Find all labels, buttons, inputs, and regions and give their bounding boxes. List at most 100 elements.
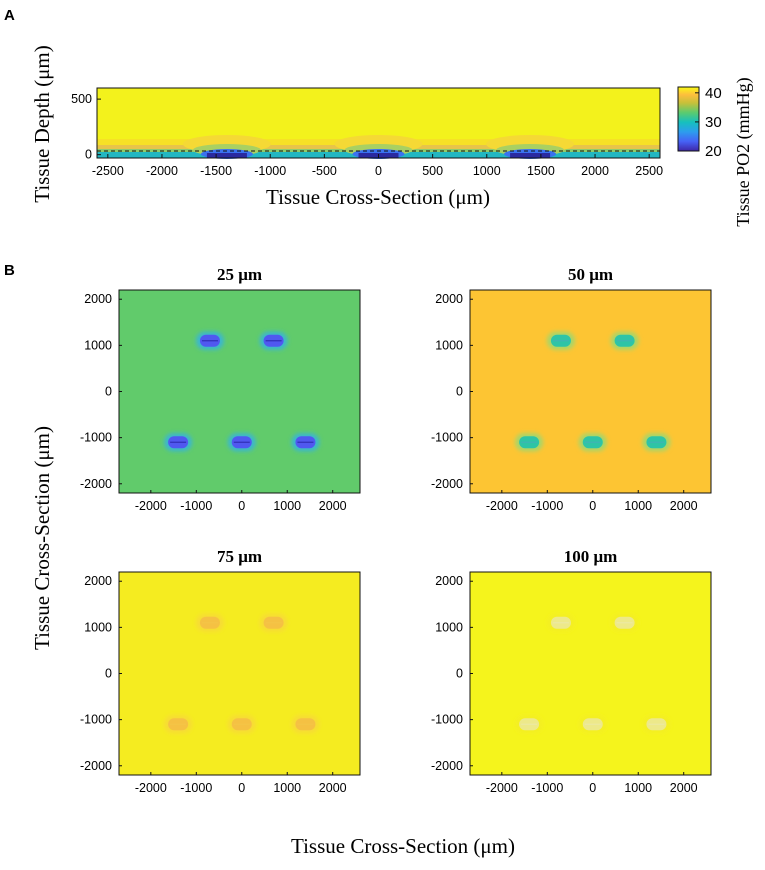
panel-b-grid: -2000 -1000 0 1000 2000 2000 1000 0 -1000 -2000 25…	[80, 265, 712, 795]
panel-b-vessel-3-2	[515, 715, 544, 734]
panel-b-xtick-label-3-4: 2000	[670, 781, 698, 795]
colorbar-label: Tissue PO2 (mmHg)	[733, 77, 754, 226]
panel-letter-a: A	[4, 7, 15, 24]
panel-b-vessel-2-0	[195, 613, 224, 632]
panel-b-xtick-label-2-0: -2000	[135, 781, 167, 795]
panel-b-ytick-label-2-2: 0	[105, 667, 112, 681]
panel-b-ytick-label-0-4: -2000	[80, 477, 112, 491]
colorbar	[677, 86, 700, 152]
panel-a-xtick-label-8: 1500	[527, 164, 555, 178]
panel-a-xtick-label-2: -1500	[200, 164, 232, 178]
panel-b-vessel-0-2	[164, 433, 193, 452]
panel-a-vessel-0	[206, 153, 247, 158]
panel-b-vessel-0-0	[195, 331, 224, 350]
colorbar-tick-label-1: 30	[705, 114, 722, 131]
panel-b-xtick-label-3-0: -2000	[486, 781, 518, 795]
panel-b-subplot-3: -2000 -1000 0 1000 2000 2000 1000 0 -1000 -2000 10…	[431, 547, 712, 795]
panel-b-vessel-0-3	[227, 433, 256, 452]
colorbar-tick-label-2: 40	[705, 85, 722, 102]
panel-b-vessel-3-4	[642, 715, 671, 734]
panel-a-xtick-label-0: -2500	[92, 164, 124, 178]
panel-b-xtick-label-0-3: 1000	[273, 499, 301, 513]
panel-b-vessel-2-4	[291, 715, 320, 734]
panel-b-xlabel: Tissue Cross-Section (μm)	[291, 834, 515, 858]
panel-b-xtick-label-1-4: 2000	[670, 499, 698, 513]
panel-a-xtick-label-5: 0	[375, 164, 382, 178]
panel-b-xtick-label-2-4: 2000	[319, 781, 347, 795]
panel-b-title-2: 75 μm	[217, 547, 262, 566]
panel-b-ytick-label-1-4: -2000	[431, 477, 463, 491]
panel-b-vessel-2-1	[259, 613, 288, 632]
panel-a-xtick-label-3: -1000	[254, 164, 286, 178]
panel-b-ytick-label-2-4: -2000	[80, 759, 112, 773]
panel-b-xtick-label-1-2: 0	[589, 499, 596, 513]
panel-b-title-3: 100 μm	[564, 547, 618, 566]
panel-b-ytick-label-2-3: -1000	[80, 713, 112, 727]
panel-b-ytick-label-0-3: -1000	[80, 431, 112, 445]
panel-b-ytick-label-1-3: -1000	[431, 431, 463, 445]
panel-a-xtick-label-10: 2500	[635, 164, 663, 178]
panel-a-xtick-label-6: 500	[422, 164, 443, 178]
panel-b-vessel-3-3	[578, 715, 607, 734]
panel-b-vessel-1-4	[642, 433, 671, 452]
panel-b-xtick-label-3-2: 0	[589, 781, 596, 795]
panel-b-ytick-label-3-4: -2000	[431, 759, 463, 773]
panel-b-ytick-label-1-1: 1000	[435, 338, 463, 352]
panel-b-ylabel: Tissue Cross-Section (μm)	[30, 426, 54, 650]
panel-b-xtick-label-3-1: -1000	[531, 781, 563, 795]
panel-b-title-1: 50 μm	[568, 265, 613, 284]
panel-b-xtick-label-2-3: 1000	[273, 781, 301, 795]
panel-b-vessel-1-0	[546, 331, 575, 350]
panel-a-axes: -2500 -2000 -1500 -1000 -500 0 500 1000 1500 2000…	[71, 92, 663, 178]
panel-b-vessel-1-1	[610, 331, 639, 350]
panel-a-xtick-label-1: -2000	[146, 164, 178, 178]
panel-letter-b: B	[4, 262, 15, 279]
panel-b-ytick-label-3-2: 0	[456, 667, 463, 681]
panel-b-vessel-1-3	[578, 433, 607, 452]
panel-b-background-2	[119, 572, 360, 775]
panel-b-xtick-label-0-4: 2000	[319, 499, 347, 513]
panel-b-ytick-label-3-1: 1000	[435, 620, 463, 634]
panel-b-subplot-1: -2000 -1000 0 1000 2000 2000 1000 0 -1000 -2000 50…	[431, 265, 712, 513]
panel-b-xtick-label-1-3: 1000	[624, 499, 652, 513]
panel-b-ytick-label-0-0: 2000	[84, 292, 112, 306]
panel-b-ytick-label-3-0: 2000	[435, 574, 463, 588]
panel-b-ytick-label-0-2: 0	[105, 385, 112, 399]
panel-b-vessel-3-1	[610, 613, 639, 632]
panel-a-xlabel: Tissue Cross-Section (μm)	[266, 185, 490, 209]
panel-a-xtick-label-4: -500	[312, 164, 337, 178]
panel-b-vessel-1-2	[515, 433, 544, 452]
panel-b-ytick-label-0-1: 1000	[84, 338, 112, 352]
panel-b-xtick-label-0-2: 0	[238, 499, 245, 513]
panel-a-vessel-2	[510, 153, 551, 158]
colorbar-ticks: 20 30 40	[695, 85, 722, 160]
panel-b-background-0	[119, 290, 360, 493]
panel-b-background-1	[470, 290, 711, 493]
panel-b-subplot-2: -2000 -1000 0 1000 2000 2000 1000 0 -1000 -2000 75…	[80, 547, 361, 795]
panel-b-background-3	[470, 572, 711, 775]
panel-b-xtick-label-0-1: -1000	[180, 499, 212, 513]
panel-b-xtick-label-1-0: -2000	[486, 499, 518, 513]
panel-b-title-0: 25 μm	[217, 265, 262, 284]
panel-b-ytick-label-2-0: 2000	[84, 574, 112, 588]
panel-b-xtick-label-1-1: -1000	[531, 499, 563, 513]
panel-b-xtick-label-2-2: 0	[238, 781, 245, 795]
panel-a-ytick-label-1: 500	[71, 92, 92, 106]
panel-b-vessel-2-3	[227, 715, 256, 734]
panel-b-xtick-label-0-0: -2000	[135, 499, 167, 513]
panel-b-vessel-0-1	[259, 331, 288, 350]
panel-b-ytick-label-1-2: 0	[456, 385, 463, 399]
panel-b-vessel-3-0	[546, 613, 575, 632]
panel-b-subplot-0: -2000 -1000 0 1000 2000 2000 1000 0 -1000 -2000 25…	[80, 265, 361, 513]
panel-a-xtick-label-9: 2000	[581, 164, 609, 178]
colorbar-tick-label-0: 20	[705, 143, 722, 160]
panel-a-heatmap: -2500 -2000 -1500 -1000 -500 0 500 1000 1500 2000…	[71, 87, 663, 178]
panel-a-ylabel: Tissue Depth (μm)	[30, 45, 54, 203]
panel-b-ytick-label-3-3: -1000	[431, 713, 463, 727]
panel-a-xtick-label-7: 1000	[473, 164, 501, 178]
panel-b-vessel-2-2	[164, 715, 193, 734]
panel-b-vessel-0-4	[291, 433, 320, 452]
panel-b-ytick-label-2-1: 1000	[84, 620, 112, 634]
panel-b-xtick-label-2-1: -1000	[180, 781, 212, 795]
